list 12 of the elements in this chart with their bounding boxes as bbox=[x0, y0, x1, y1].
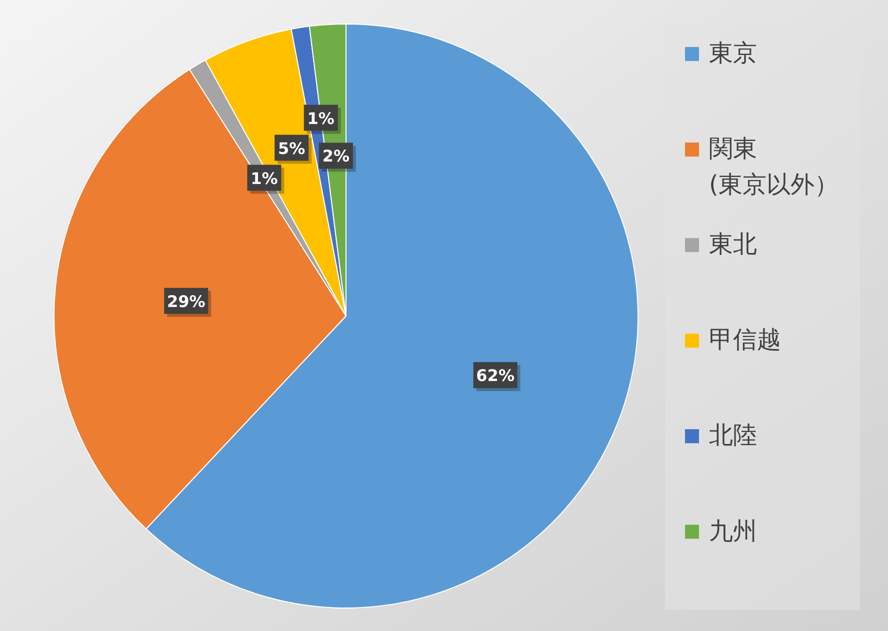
legend-label: 九州 bbox=[709, 516, 757, 545]
data-label: 29% bbox=[166, 292, 206, 311]
data-label: 5% bbox=[278, 138, 306, 158]
legend-label: 甲信越 bbox=[709, 326, 781, 354]
legend-label: 関東 (東京以外） bbox=[709, 134, 838, 199]
legend-label: 東北 bbox=[709, 230, 757, 258]
data-label: 2% bbox=[322, 146, 350, 166]
legend-label: 北陸 bbox=[709, 421, 757, 450]
data-label: 1% bbox=[307, 108, 334, 128]
data-label: 62% bbox=[476, 366, 514, 386]
slice-label: 東京 bbox=[709, 39, 757, 67]
data-label: 1% bbox=[250, 168, 278, 188]
